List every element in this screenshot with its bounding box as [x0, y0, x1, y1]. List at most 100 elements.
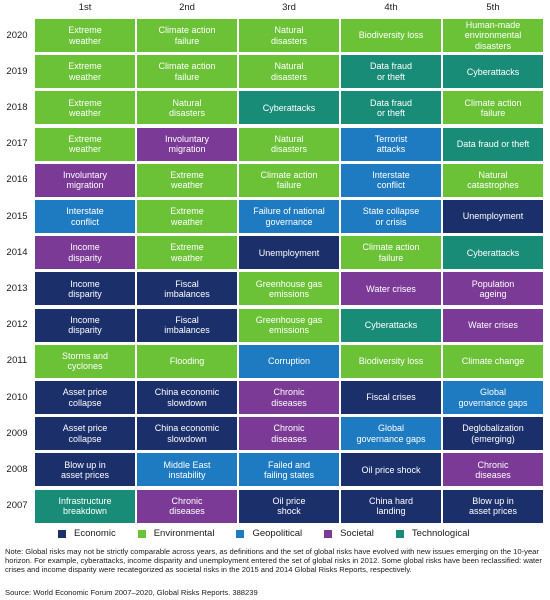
- legend-item-geo: Geopolitical: [236, 528, 302, 539]
- risk-cell-2016-3: Climate action failure: [239, 164, 339, 197]
- legend-label-soc: Societal: [340, 528, 374, 539]
- risk-cell-2018-1: Extreme weather: [35, 91, 135, 124]
- risk-cell-2019-4: Data fraud or theft: [341, 55, 441, 88]
- column-header-3rd: 3rd: [239, 2, 339, 13]
- risk-cell-2020-3: Natural disasters: [239, 19, 339, 52]
- legend-swatch-tech: [396, 530, 404, 538]
- risk-cell-2008-4: Oil price shock: [341, 453, 441, 486]
- risk-cell-2007-1: Infrastructure breakdown: [35, 490, 135, 523]
- risk-cell-2014-4: Climate action failure: [341, 236, 441, 269]
- risk-cell-2007-3: Oil price shock: [239, 490, 339, 523]
- risk-cell-2012-1: Income disparity: [35, 309, 135, 342]
- legend-label-env: Environmental: [154, 528, 215, 539]
- year-label-2009: 2009: [2, 428, 32, 439]
- year-label-2012: 2012: [2, 319, 32, 330]
- risk-cell-2019-3: Natural disasters: [239, 55, 339, 88]
- legend-swatch-soc: [324, 530, 332, 538]
- risk-cell-2019-2: Climate action failure: [137, 55, 237, 88]
- year-label-2016: 2016: [2, 174, 32, 185]
- legend-item-tech: Technological: [396, 528, 470, 539]
- risk-cell-2017-2: Involuntary migration: [137, 128, 237, 161]
- risk-cell-2010-1: Asset price collapse: [35, 381, 135, 414]
- risk-cell-2017-5: Data fraud or theft: [443, 128, 543, 161]
- risk-cell-2013-4: Water crises: [341, 272, 441, 305]
- risk-cell-2014-1: Income disparity: [35, 236, 135, 269]
- year-label-2014: 2014: [2, 247, 32, 258]
- risk-cell-2012-3: Greenhouse gas emissions: [239, 309, 339, 342]
- risk-cell-2015-1: Interstate conflict: [35, 200, 135, 233]
- legend-label-tech: Technological: [412, 528, 470, 539]
- risk-cell-2016-5: Natural catastrophes: [443, 164, 543, 197]
- risk-cell-2016-2: Extreme weather: [137, 164, 237, 197]
- year-label-2020: 2020: [2, 30, 32, 41]
- risk-cell-2015-4: State collapse or crisis: [341, 200, 441, 233]
- risk-cell-2014-5: Cyberattacks: [443, 236, 543, 269]
- source-text: Source: World Economic Forum 2007–2020, …: [5, 588, 258, 597]
- risk-cell-2019-5: Cyberattacks: [443, 55, 543, 88]
- risk-cell-2010-5: Global governance gaps: [443, 381, 543, 414]
- year-label-2010: 2010: [2, 392, 32, 403]
- risk-cell-2013-2: Fiscal imbalances: [137, 272, 237, 305]
- year-label-2011: 2011: [2, 355, 32, 366]
- risk-cell-2008-2: Middle East instability: [137, 453, 237, 486]
- legend: Economic Environmental Geopolitical Societa…: [58, 528, 491, 539]
- risk-cell-2009-1: Asset price collapse: [35, 417, 135, 450]
- risk-cell-2007-4: China hard landing: [341, 490, 441, 523]
- note-text: Note: Global risks may not be strictly c…: [5, 547, 545, 574]
- risk-cell-2009-4: Global governance gaps: [341, 417, 441, 450]
- year-label-2007: 2007: [2, 500, 32, 511]
- year-label-2019: 2019: [2, 66, 32, 77]
- risk-cell-2020-2: Climate action failure: [137, 19, 237, 52]
- risk-cell-2013-1: Income disparity: [35, 272, 135, 305]
- year-label-2015: 2015: [2, 211, 32, 222]
- risk-cell-2008-5: Chronic diseases: [443, 453, 543, 486]
- risk-cell-2019-1: Extreme weather: [35, 55, 135, 88]
- risk-cell-2010-2: China economic slowdown: [137, 381, 237, 414]
- year-label-2013: 2013: [2, 283, 32, 294]
- risk-cell-2020-4: Biodiversity loss: [341, 19, 441, 52]
- risk-cell-2009-5: Deglobalization (emerging): [443, 417, 543, 450]
- legend-label-geo: Geopolitical: [252, 528, 302, 539]
- risk-cell-2018-3: Cyberattacks: [239, 91, 339, 124]
- risk-cell-2018-4: Data fraud or theft: [341, 91, 441, 124]
- risk-cell-2016-1: Involuntary migration: [35, 164, 135, 197]
- risk-cell-2011-4: Biodiversity loss: [341, 345, 441, 378]
- risk-cell-2008-1: Blow up in asset prices: [35, 453, 135, 486]
- legend-label-eco: Economic: [74, 528, 116, 539]
- year-label-2017: 2017: [2, 138, 32, 149]
- year-label-2008: 2008: [2, 464, 32, 475]
- risk-cell-2016-4: Interstate conflict: [341, 164, 441, 197]
- risk-cell-2017-4: Terrorist attacks: [341, 128, 441, 161]
- legend-swatch-geo: [236, 530, 244, 538]
- risk-cell-2009-3: Chronic diseases: [239, 417, 339, 450]
- risk-cell-2010-3: Chronic diseases: [239, 381, 339, 414]
- risk-cell-2017-3: Natural disasters: [239, 128, 339, 161]
- risk-cell-2013-3: Greenhouse gas emissions: [239, 272, 339, 305]
- risk-cell-2008-3: Failed and failing states: [239, 453, 339, 486]
- risk-cell-2018-2: Natural disasters: [137, 91, 237, 124]
- risk-cell-2017-1: Extreme weather: [35, 128, 135, 161]
- column-header-4th: 4th: [341, 2, 441, 13]
- legend-swatch-eco: [58, 530, 66, 538]
- risk-cell-2010-4: Fiscal crises: [341, 381, 441, 414]
- legend-item-env: Environmental: [138, 528, 215, 539]
- legend-item-soc: Societal: [324, 528, 374, 539]
- risk-cell-2012-2: Fiscal imbalances: [137, 309, 237, 342]
- risk-cell-2011-2: Flooding: [137, 345, 237, 378]
- risk-cell-2015-3: Failure of national governance: [239, 200, 339, 233]
- risk-cell-2007-2: Chronic diseases: [137, 490, 237, 523]
- risk-cell-2018-5: Climate action failure: [443, 91, 543, 124]
- risk-cell-2011-5: Climate change: [443, 345, 543, 378]
- risk-cell-2013-5: Population ageing: [443, 272, 543, 305]
- risk-cell-2014-3: Unemployment: [239, 236, 339, 269]
- risk-cell-2012-4: Cyberattacks: [341, 309, 441, 342]
- risk-cell-2011-3: Corruption: [239, 345, 339, 378]
- risk-cell-2015-2: Extreme weather: [137, 200, 237, 233]
- risk-cell-2015-5: Unemployment: [443, 200, 543, 233]
- risk-cell-2007-5: Blow up in asset prices: [443, 490, 543, 523]
- legend-item-eco: Economic: [58, 528, 116, 539]
- column-header-5th: 5th: [443, 2, 543, 13]
- legend-swatch-env: [138, 530, 146, 538]
- risk-cell-2014-2: Extreme weather: [137, 236, 237, 269]
